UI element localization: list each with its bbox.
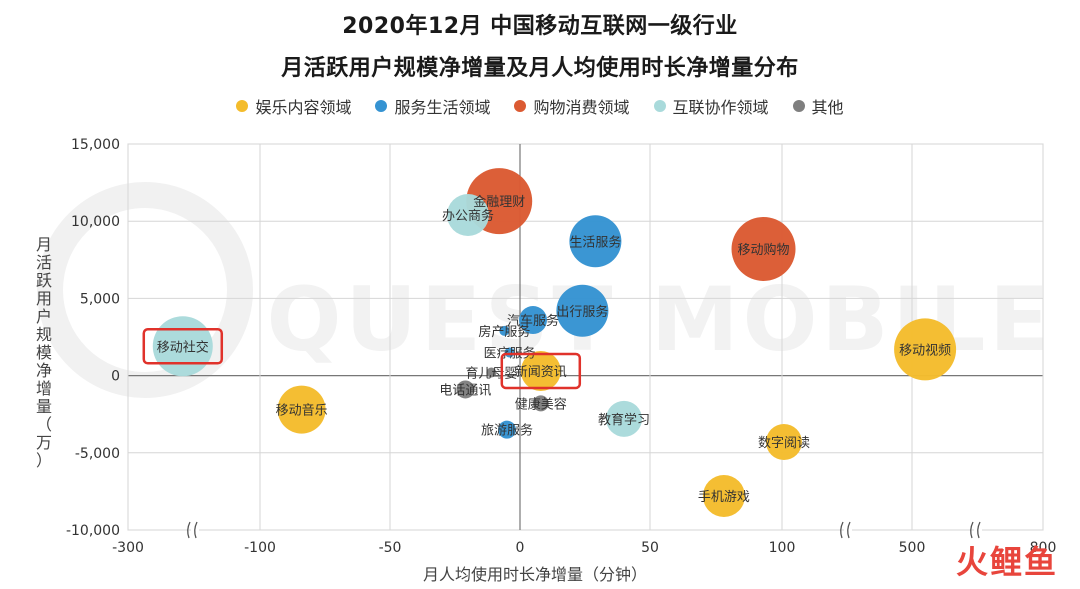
bubble-移动购物 [731, 216, 796, 281]
legend-swatch [514, 100, 527, 112]
bubble-label: 新闻资讯 [515, 364, 567, 380]
bubble-移动音乐 [277, 385, 326, 434]
bubble-label: 房产服务 [478, 324, 530, 340]
legend-label: 服务生活领域 [394, 98, 491, 117]
bubble-label: 移动音乐 [276, 403, 328, 419]
bubble-出行服务 [556, 284, 609, 337]
bubble-电话通讯 [456, 380, 475, 399]
axis-break-mark [970, 521, 981, 539]
x-axis-title: 月人均使用时长净增量（分钟） [423, 565, 647, 584]
bubble-label: 教育学习 [598, 412, 650, 428]
x-tick-label: 0 [516, 540, 525, 556]
bubble-新闻资讯 [520, 350, 561, 391]
bubble-健康美容 [532, 395, 549, 412]
bubble-label: 数字阅读 [758, 436, 810, 451]
bubble-移动视频 [894, 318, 957, 381]
legend-swatch [653, 100, 666, 112]
y-tick-label: 15,000 [71, 137, 120, 153]
bubble-生活服务 [569, 215, 622, 268]
legend-item-ent: 娱乐内容领域 [236, 94, 351, 118]
bubble-label: 移动购物 [738, 242, 790, 258]
highlight-box [142, 328, 224, 365]
legend-label: 互联协作领域 [672, 98, 769, 117]
bubble-label: 移动社交 [157, 339, 209, 355]
legend-swatch [375, 100, 388, 112]
y-tick-label: 5,000 [80, 291, 120, 307]
legend: 娱乐内容领域 服务生活领域 购物消费领域 互联协作领域 其他 [0, 94, 1080, 118]
legend-label: 其他 [811, 98, 844, 117]
x-tick-label: 500 [899, 540, 926, 556]
y-tick-label: -5,000 [75, 446, 120, 462]
bubble-label: 办公商务 [442, 208, 494, 224]
legend-item-shop: 购物消费领域 [514, 94, 630, 118]
bubble-label: 育儿母婴 [465, 366, 517, 382]
bubble-汽车服务 [519, 306, 547, 335]
bubble-label: 手机游戏 [698, 490, 750, 505]
bubble-label: 金融理财 [473, 194, 525, 210]
chart-subtitle: 月活跃用户规模净增量及月人均使用时长净增量分布 [281, 56, 799, 81]
y-tick-label: -10,000 [66, 523, 120, 539]
legend-item-other: 其他 [792, 94, 844, 118]
brand-logo: 火鲤鱼 [955, 543, 1058, 581]
axis-break-mark [187, 521, 198, 539]
watermark-logo [37, 182, 253, 398]
y-tick-label: 10,000 [71, 214, 120, 230]
bubble-教育学习 [606, 400, 642, 437]
bubble-label: 汽车服务 [507, 313, 559, 329]
bubble-label: 出行服务 [556, 304, 608, 320]
plot-area [127, 143, 1044, 531]
legend-label: 娱乐内容领域 [255, 98, 352, 117]
bubble-label: 健康美容 [515, 396, 567, 412]
legend-label: 购物消费领域 [533, 98, 630, 117]
bubble-label: 电话通讯 [439, 383, 491, 398]
x-tick-label: 50 [641, 540, 659, 556]
bubble-数字阅读 [765, 423, 802, 460]
axis-break-mark [840, 521, 851, 539]
bubble-手机游戏 [702, 475, 745, 518]
highlight-box [500, 352, 582, 390]
bubble-房产服务 [499, 325, 510, 336]
legend-swatch [792, 100, 805, 112]
bubble-旅游服务 [498, 420, 516, 439]
x-tick-label: -100 [244, 540, 276, 556]
y-tick-label: 0 [111, 369, 120, 385]
chart-title: 2020年12月 中国移动互联网一级行业 [342, 14, 738, 39]
x-tick-label: 800 [1030, 540, 1057, 556]
bubble-label: 生活服务 [569, 234, 621, 250]
x-tick-label: -300 [112, 540, 144, 556]
legend-swatch [236, 100, 249, 112]
legend-item-svc: 服务生活领域 [375, 94, 490, 118]
bubble-label: 旅游服务 [481, 423, 533, 439]
bubble-label: 移动视频 [899, 343, 951, 358]
legend-item-collab: 互联协作领域 [653, 94, 769, 118]
bubble-育儿母婴 [486, 367, 497, 378]
x-tick-label: -50 [379, 540, 402, 556]
y-axis-title: 月活跃用户规模净增量（万） [36, 235, 52, 470]
bubble-移动社交 [152, 316, 213, 377]
x-tick-label: 100 [769, 540, 796, 556]
bubble-办公商务 [447, 194, 489, 237]
